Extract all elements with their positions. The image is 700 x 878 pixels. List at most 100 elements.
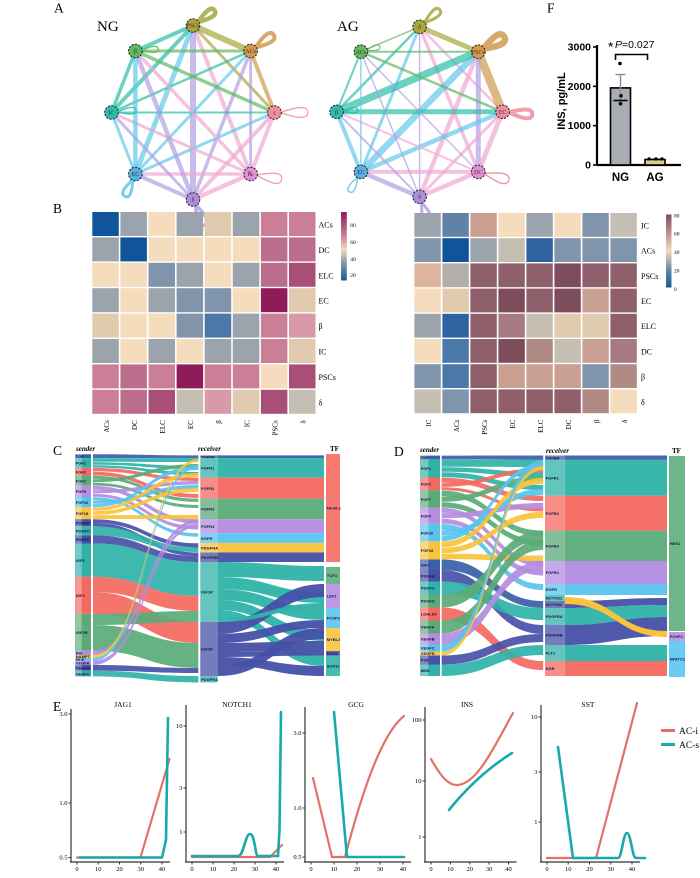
svg-text:FGFR3: FGFR3 [546, 544, 560, 549]
svg-text:FGF10: FGF10 [421, 530, 434, 535]
svg-text:δ: δ [418, 25, 421, 31]
svg-text:NOTCH1: NOTCH1 [222, 700, 252, 709]
svg-text:FGFR4: FGFR4 [546, 570, 560, 575]
svg-text:HES1: HES1 [670, 541, 681, 546]
svg-text:30: 30 [252, 866, 259, 873]
svg-text:30: 30 [486, 866, 493, 873]
svg-text:EC: EC [509, 419, 517, 428]
svg-text:FLT1: FLT1 [546, 651, 556, 656]
svg-text:AG: AG [646, 172, 663, 184]
svg-text:10: 10 [447, 866, 454, 873]
svg-text:F: F [547, 1, 555, 16]
svg-text:10: 10 [210, 866, 217, 873]
svg-text:40: 40 [400, 866, 407, 873]
svg-text:NOTCH2: NOTCH2 [546, 602, 563, 607]
svg-text:ACs: ACs [319, 221, 333, 230]
svg-text:VEGFB: VEGFB [76, 666, 90, 671]
svg-text:GCG: GCG [348, 700, 364, 709]
svg-text:PDGFA: PDGFA [76, 520, 90, 525]
svg-text:DC: DC [131, 420, 139, 430]
svg-text:1: 1 [418, 834, 421, 841]
svg-text:10: 10 [415, 778, 422, 785]
svg-text:ELC: ELC [319, 271, 334, 280]
svg-text:A: A [54, 1, 64, 16]
svg-text:ACs: ACs [453, 419, 461, 432]
svg-text:SOX11: SOX11 [327, 663, 340, 668]
svg-text:β: β [215, 420, 223, 424]
svg-text:PDGFRA: PDGFRA [201, 545, 218, 550]
svg-text:δ: δ [621, 419, 629, 423]
svg-text:FGF2: FGF2 [76, 469, 87, 474]
svg-text:TGFBR: TGFBR [546, 455, 560, 460]
svg-text:sender: sender [75, 445, 95, 453]
svg-text:β: β [335, 110, 338, 116]
svg-text:20: 20 [231, 866, 238, 873]
svg-text:EC: EC [132, 172, 140, 178]
svg-text:VEGFA: VEGFA [421, 625, 435, 630]
svg-text:β: β [134, 49, 137, 55]
svg-text:60: 60 [674, 232, 680, 238]
svg-text:MYBL2: MYBL2 [327, 637, 341, 642]
svg-text:1: 1 [534, 819, 537, 826]
svg-text:10: 10 [95, 866, 102, 873]
svg-text:δ: δ [192, 198, 195, 204]
svg-text:ACs: ACs [245, 49, 256, 55]
svg-text:60: 60 [350, 240, 356, 246]
svg-text:TGF: TGF [76, 454, 85, 459]
svg-text:SST: SST [582, 700, 595, 709]
svg-text:IC: IC [109, 111, 115, 117]
svg-text:20: 20 [350, 273, 356, 279]
svg-text:NAMPT: NAMPT [76, 654, 91, 659]
svg-text:1: 1 [179, 829, 182, 836]
svg-text:NG: NG [97, 19, 119, 35]
svg-text:IC: IC [319, 348, 327, 357]
svg-text:PSCs: PSCs [481, 419, 489, 434]
svg-text:JAG1: JAG1 [114, 700, 132, 709]
svg-text:10: 10 [531, 714, 538, 721]
svg-text:receiver: receiver [546, 447, 569, 455]
svg-text:IGF1: IGF1 [76, 558, 86, 563]
svg-text:ε: ε [273, 111, 276, 117]
svg-text:20: 20 [116, 866, 123, 873]
svg-text:℞: ℞ [248, 171, 253, 178]
svg-text:sender: sender [419, 446, 439, 454]
svg-text:DC: DC [474, 170, 482, 176]
svg-text:D: D [394, 444, 404, 459]
svg-text:E: E [53, 699, 61, 714]
svg-text:ACs: ACs [356, 50, 367, 56]
svg-text:0: 0 [585, 160, 591, 172]
svg-text:10: 10 [176, 723, 183, 730]
svg-text:PDGFRA: PDGFRA [201, 677, 218, 682]
svg-text:LGALS9: LGALS9 [421, 612, 438, 617]
svg-text:0: 0 [674, 287, 677, 293]
svg-text:TGFBR: TGFBR [201, 454, 215, 459]
svg-text:EC: EC [641, 297, 651, 306]
svg-text:1.0: 1.0 [59, 800, 67, 807]
svg-text:PDGFA: PDGFA [421, 573, 435, 578]
svg-text:VEGFD: VEGFD [421, 651, 435, 656]
svg-text:δ: δ [418, 195, 421, 201]
svg-text:receiver: receiver [198, 445, 221, 453]
svg-text:0: 0 [429, 866, 432, 873]
svg-text:δ: δ [300, 420, 308, 424]
svg-text:80: 80 [350, 223, 356, 229]
svg-text:FGF7: FGF7 [76, 478, 87, 483]
svg-text:FGF18: FGF18 [421, 548, 434, 553]
svg-text:FGFR2: FGFR2 [201, 486, 215, 491]
svg-text:3.0: 3.0 [59, 711, 67, 718]
svg-text:FGFR3: FGFR3 [201, 507, 215, 512]
svg-text:AC-s: AC-s [679, 741, 699, 751]
svg-text:30: 30 [138, 866, 145, 873]
svg-text:INS: INS [461, 700, 473, 709]
svg-text:PDGFRB: PDGFRB [201, 555, 218, 560]
svg-text:2000: 2000 [568, 81, 592, 93]
svg-text:FGF9: FGF9 [76, 489, 87, 494]
svg-text:3: 3 [179, 785, 182, 792]
svg-text:FGFR4: FGFR4 [201, 524, 215, 529]
svg-text:FGF18: FGF18 [76, 511, 89, 516]
svg-text:PDGFC: PDGFC [421, 586, 435, 591]
svg-text:80: 80 [674, 214, 680, 220]
svg-text:AG: AG [337, 19, 359, 35]
svg-text:ELC: ELC [641, 322, 656, 331]
svg-text:TGF: TGF [421, 455, 430, 460]
